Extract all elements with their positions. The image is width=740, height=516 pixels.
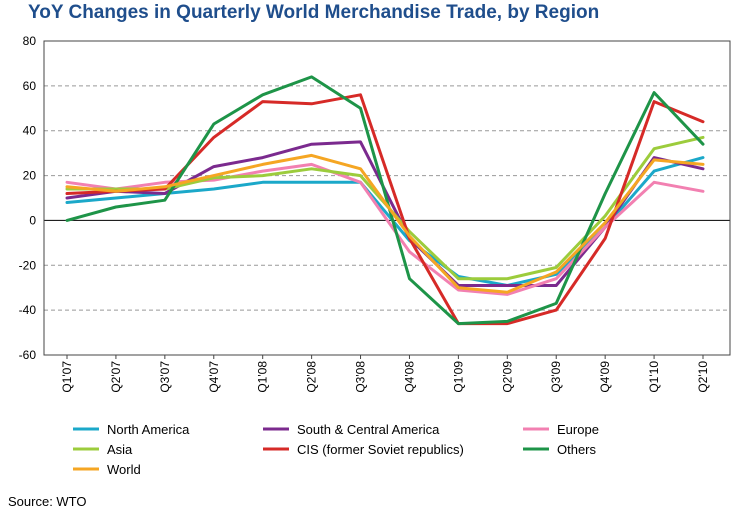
legend-label-cis-former-soviet-republics: CIS (former Soviet republics) <box>297 442 464 457</box>
y-tick-label: 80 <box>23 34 37 48</box>
legend-label-north-america: North America <box>107 422 190 437</box>
x-tick-label: Q4'09 <box>598 361 612 393</box>
y-tick-label: 60 <box>23 79 37 93</box>
y-tick-label: 0 <box>29 213 36 227</box>
axis-layer: 80 60 40 20 0 -20 -40 -60 Q1'07 Q2'07 Q3'07 Q4'07 Q1… <box>19 34 731 393</box>
legend-label-south-central-america: South & Central America <box>297 422 440 437</box>
x-tick-label: Q3'07 <box>158 361 172 393</box>
source-note: Source: WTO <box>8 494 87 509</box>
series-line-asia <box>65 135 705 281</box>
y-tick-label: 20 <box>23 169 37 183</box>
y-tick-label: -40 <box>19 303 37 317</box>
x-tick-label: Q1'10 <box>647 361 661 393</box>
x-tick-label: Q2'09 <box>500 361 514 393</box>
x-tick-label: Q3'09 <box>549 361 563 393</box>
series-layer <box>65 75 705 326</box>
x-tick-label: Q2'08 <box>305 361 319 393</box>
y-tick-label: -20 <box>19 258 37 272</box>
y-tick-label: 40 <box>23 124 37 138</box>
x-tick-label: Q2'07 <box>109 361 123 393</box>
x-tick-label: Q1'08 <box>256 361 270 393</box>
series-line-world <box>65 153 705 294</box>
x-tick-label: Q4'07 <box>207 361 221 393</box>
chart-title: YoY Changes in Quarterly World Merchandi… <box>28 2 600 23</box>
x-tick-label: Q4'08 <box>402 361 416 393</box>
x-tick-label: Q3'08 <box>354 361 368 393</box>
y-tick-label: -60 <box>19 348 37 362</box>
plot-frame <box>43 40 731 356</box>
legend-label-asia: Asia <box>107 442 133 457</box>
legend-label-europe: Europe <box>557 422 599 437</box>
x-tick-label: Q2'10 <box>696 361 710 393</box>
legend-layer: North America South & Central America Euro… <box>73 422 599 477</box>
series-line-cis-former-soviet-republics <box>65 93 705 326</box>
legend-label-others: Others <box>557 442 597 457</box>
series-line-others <box>65 75 705 326</box>
x-tick-label: Q1'09 <box>451 361 465 393</box>
x-tick-label: Q1'07 <box>60 361 74 393</box>
legend-label-world: World <box>107 462 141 477</box>
